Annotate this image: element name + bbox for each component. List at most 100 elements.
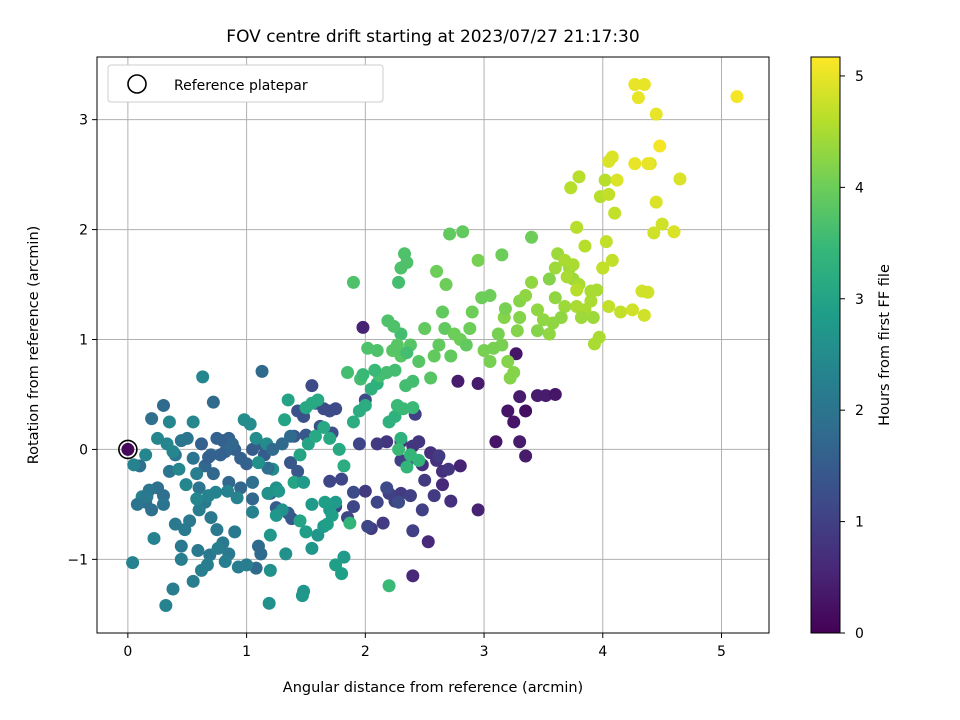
- data-point: [370, 437, 384, 451]
- data-point: [558, 253, 572, 267]
- data-point: [406, 524, 420, 538]
- data-point: [243, 417, 257, 431]
- legend: Reference platepar: [107, 64, 384, 103]
- data-point: [305, 541, 319, 555]
- data-point: [127, 458, 141, 472]
- data-point: [376, 516, 390, 530]
- data-point: [435, 305, 449, 319]
- data-point: [246, 442, 260, 456]
- data-point: [438, 322, 452, 336]
- data-point: [281, 393, 295, 407]
- data-point: [196, 370, 210, 384]
- data-point: [427, 349, 441, 363]
- data-point: [599, 235, 613, 249]
- data-point: [558, 300, 572, 314]
- data-point: [240, 558, 254, 572]
- data-point: [572, 170, 586, 184]
- data-point: [525, 275, 539, 289]
- data-point: [602, 187, 616, 201]
- data-point: [168, 517, 182, 531]
- data-point: [400, 460, 414, 474]
- data-point: [230, 491, 244, 505]
- data-point: [443, 227, 457, 241]
- data-point: [356, 320, 370, 334]
- data-point: [190, 492, 204, 506]
- data-point: [530, 324, 544, 338]
- data-point: [418, 473, 432, 487]
- data-point: [180, 431, 194, 445]
- data-point: [628, 157, 642, 171]
- data-point: [432, 449, 446, 463]
- data-point: [628, 77, 642, 91]
- data-point: [418, 322, 432, 336]
- data-point: [202, 450, 216, 464]
- data-point: [249, 431, 263, 445]
- data-point: [305, 379, 319, 393]
- data-point: [525, 230, 539, 244]
- data-point: [398, 247, 412, 261]
- colorbar-tick-label: 0: [855, 626, 864, 642]
- x-ticks: 0 1 2 3 4 5: [123, 633, 726, 660]
- data-point: [584, 294, 598, 308]
- data-point: [435, 478, 449, 492]
- data-point: [427, 489, 441, 503]
- data-point: [361, 519, 375, 533]
- data-point: [412, 453, 426, 467]
- data-point: [483, 289, 497, 303]
- data-point: [251, 456, 265, 470]
- data-point: [166, 582, 180, 596]
- data-point: [432, 338, 446, 352]
- data-point: [513, 311, 527, 325]
- data-point: [501, 354, 515, 368]
- data-point: [403, 489, 417, 503]
- data-point: [649, 195, 663, 209]
- data-point: [463, 322, 477, 336]
- plot-frame: [96, 56, 770, 634]
- data-point: [284, 429, 298, 443]
- colorbar-label: Hours from first FF file: [877, 264, 893, 426]
- data-point: [279, 547, 293, 561]
- data-point: [471, 253, 485, 267]
- y-tick-label: 1: [79, 333, 88, 349]
- data-point: [174, 552, 188, 566]
- data-point: [730, 90, 744, 104]
- data-point: [542, 272, 556, 286]
- data-point: [673, 172, 687, 186]
- data-point: [246, 475, 260, 489]
- x-tick-label: 4: [598, 644, 607, 660]
- data-point: [491, 327, 505, 341]
- colorbar-tick-label: 4: [855, 180, 864, 196]
- data-point: [570, 283, 584, 297]
- data-point: [501, 404, 515, 418]
- data-point: [202, 489, 216, 503]
- data-point: [221, 484, 235, 498]
- data-point: [190, 467, 204, 481]
- data-point: [210, 523, 224, 537]
- data-point: [204, 511, 218, 525]
- data-point: [548, 291, 562, 305]
- data-point: [602, 154, 616, 168]
- data-point: [218, 555, 232, 569]
- data-point: [396, 402, 410, 416]
- data-point: [191, 544, 205, 558]
- data-point: [228, 525, 242, 539]
- data-point: [507, 415, 521, 429]
- data-point: [225, 437, 239, 451]
- data-point: [341, 365, 355, 379]
- data-point: [392, 495, 406, 509]
- colorbar-ticks: 0 1 2 3 4 5: [840, 69, 864, 642]
- data-point: [444, 349, 458, 363]
- data-point: [392, 275, 406, 289]
- x-tick-label: 0: [123, 644, 132, 660]
- data-point: [596, 261, 610, 275]
- data-point: [530, 303, 544, 317]
- data-point: [406, 374, 420, 388]
- data-point: [412, 354, 426, 368]
- colorbar-tick-label: 1: [855, 515, 864, 531]
- data-point: [637, 308, 651, 322]
- data-point: [156, 398, 170, 412]
- data-point: [498, 302, 512, 316]
- data-point: [343, 516, 357, 530]
- data-point: [346, 275, 360, 289]
- x-tick-label: 1: [242, 644, 251, 660]
